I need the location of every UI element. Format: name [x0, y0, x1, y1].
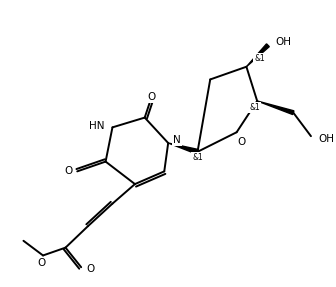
Text: OH: OH	[276, 37, 292, 47]
Text: OH: OH	[319, 134, 335, 144]
Text: N: N	[173, 135, 181, 145]
Polygon shape	[257, 101, 294, 115]
Polygon shape	[246, 44, 269, 67]
Text: O: O	[87, 264, 95, 274]
Text: O: O	[238, 137, 246, 147]
Text: O: O	[148, 92, 156, 102]
Text: &1: &1	[254, 55, 265, 63]
Text: HN: HN	[89, 121, 104, 131]
Text: O: O	[64, 166, 73, 177]
Text: &1: &1	[193, 153, 203, 162]
Text: &1: &1	[249, 103, 260, 112]
Polygon shape	[168, 143, 198, 154]
Text: O: O	[37, 258, 45, 268]
